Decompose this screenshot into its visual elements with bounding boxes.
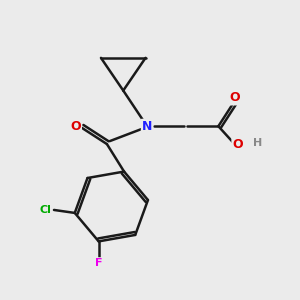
Text: F: F	[95, 258, 102, 268]
Text: O: O	[230, 92, 240, 104]
Text: O: O	[70, 120, 81, 133]
Text: O: O	[232, 138, 243, 151]
Text: N: N	[142, 120, 152, 133]
Text: H: H	[253, 138, 262, 148]
Text: Cl: Cl	[39, 205, 51, 215]
